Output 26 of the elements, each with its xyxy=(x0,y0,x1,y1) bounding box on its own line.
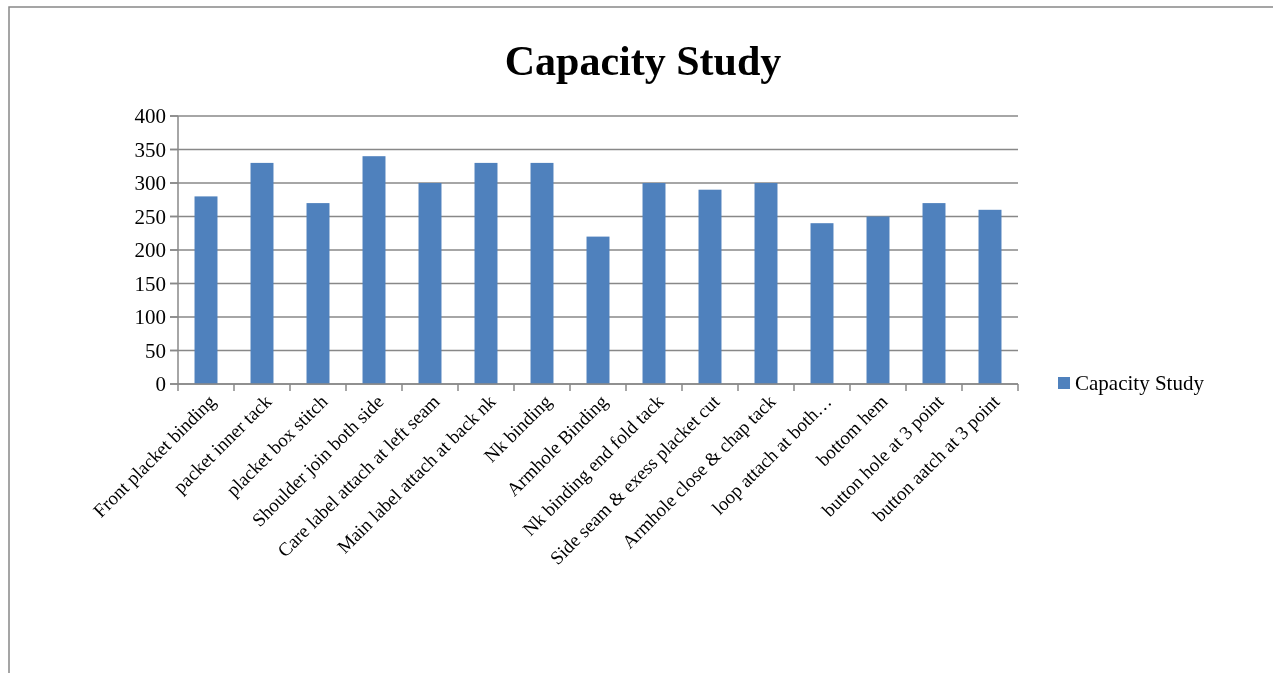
y-tick-label: 50 xyxy=(145,338,166,363)
bar xyxy=(866,216,890,384)
bar xyxy=(194,196,218,384)
bar xyxy=(362,156,386,384)
bar xyxy=(754,183,778,384)
chart-title: Capacity Study xyxy=(504,38,782,84)
bar xyxy=(922,203,946,384)
y-tick-label: 250 xyxy=(134,204,166,229)
legend-label: Capacity Study xyxy=(1075,371,1205,396)
y-tick-label: 300 xyxy=(134,171,166,196)
y-tick-label: 100 xyxy=(134,305,166,330)
bar xyxy=(810,223,834,384)
bar xyxy=(250,162,274,384)
bar xyxy=(642,183,666,384)
bar xyxy=(474,162,498,384)
bar xyxy=(698,189,722,384)
bar xyxy=(586,236,610,384)
bar xyxy=(306,203,330,384)
y-tick-label: 200 xyxy=(134,238,166,263)
bar xyxy=(978,209,1002,384)
bar xyxy=(530,162,554,384)
y-tick-label: 400 xyxy=(134,104,166,129)
bar xyxy=(418,183,442,384)
y-tick-label: 150 xyxy=(134,271,166,296)
y-tick-label: 0 xyxy=(155,372,166,397)
y-tick-label: 350 xyxy=(134,137,166,162)
